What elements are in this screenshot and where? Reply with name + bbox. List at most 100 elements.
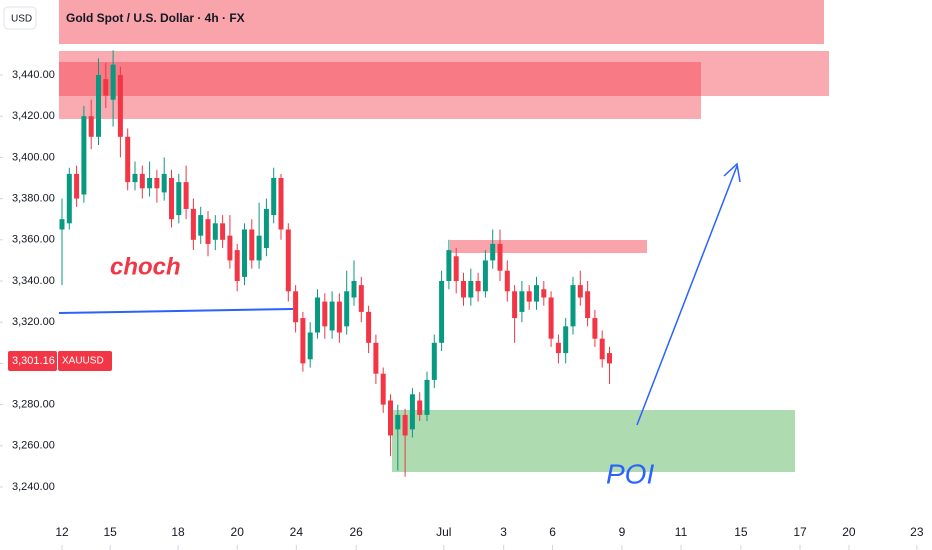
- candle-body: [329, 301, 335, 331]
- zones: [59, 0, 829, 472]
- candle-body: [300, 318, 306, 364]
- axes: 3,440.00 3,420.00 3,400.00 3,380.00 3,360.00…: [0, 69, 924, 550]
- choch-label: choch: [110, 253, 181, 280]
- x-tick-label: 26: [350, 525, 364, 539]
- candle-body: [322, 301, 328, 327]
- drawings: [58, 162, 741, 426]
- candle-body: [103, 79, 109, 96]
- candle-body: [249, 229, 255, 261]
- y-tick-label: 3,440.00: [12, 69, 55, 81]
- supply-zone: [59, 62, 701, 119]
- candle-body: [88, 116, 94, 137]
- candle-body: [388, 400, 393, 436]
- candle-body: [512, 291, 518, 319]
- candle-body: [74, 173, 80, 199]
- candle-body: [96, 75, 101, 137]
- candle-body: [599, 338, 605, 360]
- candle-body: [585, 291, 591, 319]
- symbol-tag: [58, 351, 112, 372]
- candle-body: [548, 297, 554, 339]
- x-tick-label: 3: [500, 525, 507, 539]
- candle-body: [117, 75, 123, 137]
- candle-body: [424, 379, 430, 415]
- x-tick-label: 24: [290, 525, 304, 539]
- candle-body: [607, 353, 612, 364]
- x-tick-label: 17: [793, 525, 807, 539]
- candle-body: [563, 326, 569, 354]
- candle-body: [504, 270, 510, 292]
- candle-body: [139, 173, 145, 189]
- candle-body: [592, 318, 598, 339]
- candle-body: [307, 332, 313, 360]
- candle-body: [198, 215, 204, 236]
- symbol-title: Gold Spot / U.S. Dollar · 4h · FX: [66, 11, 245, 25]
- candle-body: [176, 182, 182, 216]
- candle-body: [161, 173, 167, 193]
- x-tick-label: 12: [55, 525, 69, 539]
- candle-body: [66, 173, 72, 224]
- candle-body: [482, 260, 488, 292]
- supply-zone: [59, 51, 829, 96]
- candles: [59, 50, 612, 477]
- currency: USD: [11, 14, 32, 25]
- candle-body: [519, 291, 525, 312]
- y-tick-label: 3,400.00: [12, 151, 55, 163]
- candle-body: [285, 229, 291, 292]
- candle-body: [366, 311, 372, 343]
- candle-body: [570, 285, 576, 327]
- x-tick-label: 6: [549, 525, 556, 539]
- candle-body: [431, 342, 437, 380]
- currency-box[interactable]: [3, 6, 37, 30]
- candle-body: [220, 223, 226, 240]
- symbol: XAUUSD: [62, 356, 104, 367]
- arrow-line: [636, 165, 738, 426]
- y-tick-label: 3,380.00: [12, 193, 55, 205]
- candle-body: [380, 373, 386, 405]
- candle-body: [373, 342, 379, 374]
- trend-line: [58, 308, 294, 314]
- candle-body: [263, 208, 269, 249]
- candle-body: [395, 414, 401, 430]
- candle-body: [227, 235, 233, 261]
- candle-body: [205, 219, 211, 244]
- x-tick-label: Jul: [436, 525, 451, 539]
- candle-body: [125, 136, 131, 183]
- arrow-head: [723, 162, 741, 183]
- y-tick-label: 3,260.00: [12, 440, 55, 452]
- candle-body: [256, 235, 262, 261]
- candle-body: [402, 414, 408, 436]
- candle-body: [154, 178, 160, 189]
- x-tick-label: 9: [619, 525, 626, 539]
- x-tick-label: 15: [734, 525, 748, 539]
- x-tick-label: 20: [231, 525, 245, 539]
- candle-body: [147, 178, 153, 189]
- candle-body: [315, 297, 320, 333]
- x-tick-label: 11: [675, 525, 688, 539]
- candle-body: [212, 223, 218, 240]
- candle-body: [81, 116, 87, 195]
- candle-body: [293, 291, 299, 323]
- candle-body: [169, 178, 174, 220]
- candle-body: [526, 291, 532, 302]
- candle-body: [183, 182, 189, 209]
- x-tick-label: 23: [910, 525, 924, 539]
- candle-body: [453, 256, 459, 281]
- y-tick-label: 3,240.00: [12, 481, 55, 493]
- candle-body: [190, 208, 196, 240]
- candle-body: [417, 400, 423, 415]
- y-tick-label: 3,280.00: [12, 399, 55, 411]
- y-tick-label: 3,420.00: [12, 110, 55, 122]
- supply-zone: [59, 0, 824, 44]
- candle-body: [271, 178, 277, 216]
- candle-body: [555, 342, 561, 354]
- candle-body: [278, 178, 284, 230]
- candle-body: [439, 281, 445, 343]
- candle-body: [351, 281, 357, 298]
- x-tick-label: 18: [171, 525, 185, 539]
- candle-body: [242, 229, 247, 277]
- candle-body: [468, 281, 474, 298]
- candle-body: [132, 173, 138, 183]
